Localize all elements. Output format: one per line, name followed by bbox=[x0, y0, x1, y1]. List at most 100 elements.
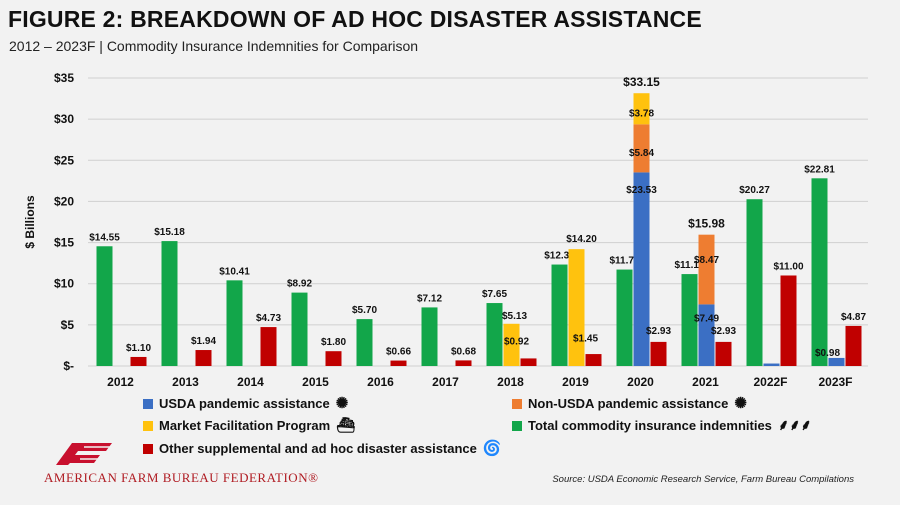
legend-label: Market Facilitation Program bbox=[159, 418, 331, 433]
y-tick-label: $15 bbox=[54, 236, 74, 250]
usda-value-label: $0.98 bbox=[815, 348, 840, 359]
insurance-value-label: $8.92 bbox=[287, 279, 312, 290]
y-tick-label: $20 bbox=[54, 194, 74, 208]
other-assistance-bar bbox=[650, 341, 667, 366]
insurance-bar bbox=[681, 274, 698, 366]
x-tick-label: 2013 bbox=[172, 375, 199, 389]
other-assistance-bar bbox=[585, 354, 602, 366]
other-value-label: $1.45 bbox=[573, 333, 598, 344]
other-assistance-bar bbox=[845, 325, 862, 366]
insurance-value-label: $15.18 bbox=[154, 227, 185, 238]
other-value-label: $0.66 bbox=[386, 347, 411, 358]
usda-value-label: $7.49 bbox=[694, 313, 719, 324]
legend-swatch bbox=[143, 420, 153, 431]
insurance-value-label: $11.72 bbox=[609, 256, 639, 267]
chart-title: FIGURE 2: BREAKDOWN OF AD HOC DISASTER A… bbox=[8, 6, 702, 32]
stack-total-label: $33.15 bbox=[623, 75, 660, 89]
y-tick-label: $- bbox=[63, 359, 74, 373]
legend-item-usda: USDA pandemic assistance ✺ bbox=[143, 396, 348, 411]
legend-swatch bbox=[512, 398, 522, 409]
stacked-segment-bar bbox=[698, 304, 715, 366]
insurance-bar bbox=[616, 269, 633, 366]
insurance-bar bbox=[486, 303, 503, 366]
y-tick-label: $30 bbox=[54, 112, 74, 126]
insurance-bar bbox=[356, 319, 373, 366]
x-tick-label: 2018 bbox=[497, 375, 524, 389]
insurance-value-label: $11.17 bbox=[674, 260, 704, 271]
legend-item-insurance: Total commodity insurance indemnities ⸙⸙… bbox=[512, 418, 812, 433]
other-value-label: $4.73 bbox=[256, 313, 281, 324]
other-value-label: $2.93 bbox=[646, 326, 671, 337]
insurance-value-label: $22.81 bbox=[804, 164, 835, 175]
other-assistance-bar bbox=[390, 360, 407, 366]
other-assistance-bar bbox=[195, 350, 212, 366]
insurance-bar bbox=[551, 264, 568, 366]
other-value-label: $1.80 bbox=[321, 337, 346, 348]
other-value-label: $0.92 bbox=[504, 337, 529, 348]
other-value-label: $0.68 bbox=[451, 346, 476, 357]
stack-total-label: $15.98 bbox=[688, 217, 725, 231]
legend-swatch bbox=[512, 420, 522, 431]
insurance-bar bbox=[811, 178, 828, 366]
x-tick-label: 2021 bbox=[692, 375, 719, 389]
insurance-value-label: $7.12 bbox=[417, 293, 442, 304]
x-tick-label: 2019 bbox=[562, 375, 589, 389]
stacked-segment-bar bbox=[828, 357, 845, 366]
stacked-segment-bar bbox=[568, 249, 585, 366]
stacked-segment-bar bbox=[633, 93, 650, 125]
nonusda-value-label: $8.47 bbox=[694, 255, 719, 266]
other-value-label: $1.94 bbox=[191, 336, 216, 347]
stacked-segment-bar bbox=[503, 323, 520, 366]
x-tick-label: 2023F bbox=[818, 375, 852, 389]
virus-icon: ✺ bbox=[335, 395, 349, 412]
other-assistance-bar bbox=[260, 327, 277, 366]
other-assistance-bar bbox=[780, 275, 797, 366]
legend-item-mfp: Market Facilitation Program ⛴ bbox=[143, 418, 355, 433]
legend-swatch bbox=[143, 443, 153, 454]
cargo-ship-icon: ⛴ bbox=[336, 417, 356, 434]
stacked-segment-bar bbox=[633, 172, 650, 366]
other-assistance-bar bbox=[325, 351, 342, 366]
wheat-icon: ⸙⸙⸙ bbox=[777, 417, 812, 434]
stacked-segment-bar bbox=[698, 234, 715, 305]
insurance-value-label: $14.55 bbox=[89, 232, 120, 243]
insurance-bar bbox=[421, 307, 438, 366]
insurance-value-label: $5.70 bbox=[352, 305, 377, 316]
legend-item-other: Other supplemental and ad hoc disaster a… bbox=[143, 441, 502, 456]
x-tick-label: 2012 bbox=[107, 375, 134, 389]
other-assistance-bar bbox=[455, 360, 472, 366]
other-assistance-bar bbox=[520, 358, 537, 366]
x-tick-label: 2022F bbox=[753, 375, 787, 389]
other-value-label: $4.87 bbox=[841, 312, 866, 323]
insurance-value-label: $7.65 bbox=[482, 289, 507, 300]
nonusda-value-label: $5.84 bbox=[629, 148, 654, 159]
y-axis-title: $ Billions bbox=[23, 195, 37, 249]
insurance-value-label: $12.33 bbox=[544, 251, 575, 262]
legend-label: Other supplemental and ad hoc disaster a… bbox=[159, 441, 477, 456]
y-tick-label: $25 bbox=[54, 153, 74, 167]
other-value-label: $2.93 bbox=[711, 326, 736, 337]
chart-subtitle: 2012 – 2023F | Commodity Insurance Indem… bbox=[9, 38, 419, 54]
organization-name: AMERICAN FARM BUREAU FEDERATION® bbox=[44, 470, 319, 485]
other-value-label: $11.00 bbox=[773, 261, 803, 272]
legend-swatch bbox=[143, 398, 153, 409]
legend-label: Total commodity insurance indemnities bbox=[528, 418, 772, 433]
x-tick-label: 2020 bbox=[627, 375, 654, 389]
other-assistance-bar bbox=[130, 356, 147, 366]
insurance-bar bbox=[161, 241, 178, 366]
usda-value-label: $23.53 bbox=[626, 185, 657, 196]
stacked-segment-bar bbox=[763, 363, 780, 366]
y-tick-label: $10 bbox=[54, 277, 74, 291]
legend-item-nonusda: Non-USDA pandemic assistance ✺ bbox=[512, 396, 747, 411]
virus-icon: ✺ bbox=[734, 395, 747, 412]
legend-label: USDA pandemic assistance bbox=[159, 396, 330, 411]
insurance-bar bbox=[291, 292, 308, 366]
x-tick-label: 2015 bbox=[302, 375, 329, 389]
insurance-bar bbox=[96, 246, 113, 366]
afbf-logo bbox=[56, 443, 112, 465]
mfp-value-label: $5.13 bbox=[502, 311, 527, 322]
hurricane-icon: 🌀 bbox=[482, 440, 502, 457]
source-note: Source: USDA Economic Research Service, … bbox=[552, 474, 854, 485]
legend-label: Non-USDA pandemic assistance bbox=[528, 396, 729, 411]
insurance-value-label: $20.27 bbox=[739, 185, 770, 196]
